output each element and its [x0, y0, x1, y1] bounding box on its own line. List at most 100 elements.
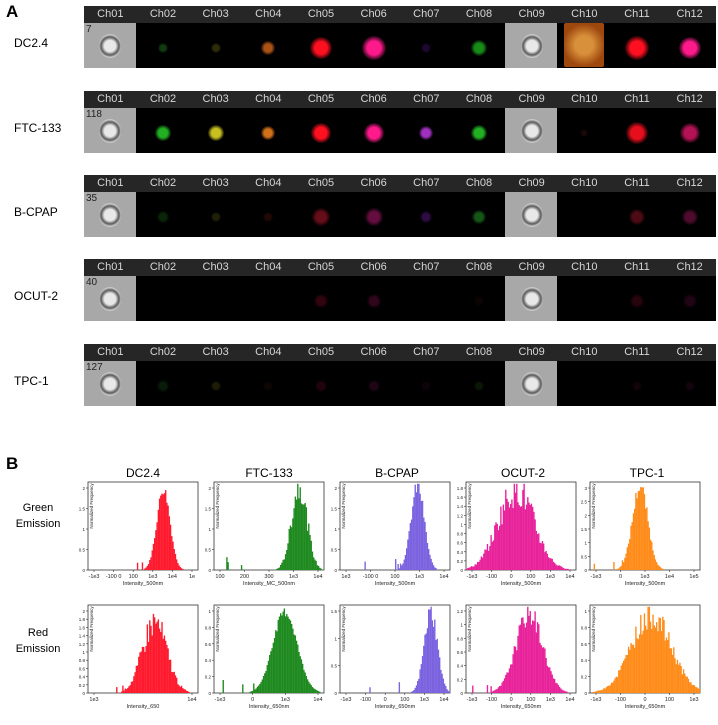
histogram-bar	[127, 688, 129, 693]
y-tick-label: 1.6	[79, 625, 86, 630]
x-tick-label: 100	[526, 574, 535, 580]
histogram-bar	[163, 635, 166, 693]
histogram-bar	[555, 564, 557, 570]
cell-line-label: OCUT-2	[14, 289, 59, 303]
x-tick-label: 1e4	[168, 574, 177, 580]
histogram-bar	[614, 678, 616, 693]
channel-image	[452, 276, 505, 321]
fluorescence-signal	[207, 125, 224, 141]
y-tick-label: 0	[82, 691, 85, 696]
brightfield-cell	[520, 372, 543, 396]
histogram-bar	[278, 567, 281, 570]
histogram-bar	[557, 565, 560, 570]
fluorescence-signal	[367, 380, 380, 392]
histogram-bar	[551, 674, 553, 693]
histogram-bar	[637, 491, 640, 570]
histogram-bar	[260, 681, 262, 693]
histogram-bar	[282, 559, 284, 570]
histogram-bar	[317, 691, 320, 693]
y-tick-label: 0.2	[457, 677, 464, 682]
histogram-bar	[158, 498, 161, 570]
channel-header: Ch11	[610, 175, 664, 192]
histogram-bar	[293, 634, 295, 693]
histogram-bar	[631, 644, 633, 693]
histogram-bar	[698, 688, 701, 693]
histogram-bar	[560, 566, 562, 570]
histogram-bar	[420, 664, 423, 693]
histogram-bar	[169, 524, 172, 570]
x-tick-label: 0	[619, 574, 622, 580]
histogram-bar	[262, 675, 265, 693]
channel-image	[505, 108, 558, 153]
histogram-bar	[620, 665, 622, 693]
channel-header: Ch08	[452, 91, 506, 108]
fluorescence-signal	[420, 211, 433, 223]
histogram-bar	[179, 686, 182, 693]
y-axis-label: Normalized Frequency	[89, 483, 94, 529]
histogram-bar	[156, 522, 158, 570]
histogram-bar	[518, 625, 520, 693]
emission-label-red: Red Emission	[6, 625, 70, 657]
histogram-bar	[495, 689, 497, 693]
histogram-plot: 00.511.522.53-1e3 0 1e3 1e4 1e5Intensity_500…	[581, 481, 701, 587]
x-tick-label: 1e4	[439, 697, 448, 703]
channel-header: Ch10	[558, 6, 611, 23]
x-tick-label: 1e3	[281, 697, 290, 703]
y-tick-label: 2	[82, 486, 85, 491]
histogram-bar	[472, 566, 474, 570]
channel-header: Ch11	[610, 344, 664, 361]
cell-line-label: DC2.4	[14, 36, 49, 50]
histogram-bar	[443, 683, 446, 693]
histogram-bar	[557, 684, 560, 693]
fluorescence-signal	[263, 381, 274, 391]
histogram-bar	[141, 562, 144, 570]
channel-header: Ch03	[189, 6, 242, 23]
y-tick-label: 1	[460, 522, 463, 527]
cell-line-label: B-CPAP	[14, 205, 58, 219]
histogram-bar	[647, 521, 649, 570]
x-tick-label: 100	[526, 697, 535, 703]
histogram-bar	[495, 522, 497, 570]
histogram-bar	[430, 606, 432, 693]
x-tick-label: 1e3	[546, 574, 555, 580]
histogram-bar	[523, 623, 525, 693]
histogram-bar	[489, 546, 491, 570]
y-tick-label: 0.5	[331, 664, 338, 669]
y-axis-label: Normalized Frequency	[215, 483, 220, 529]
histogram-bar	[503, 678, 506, 693]
imaging-row: OCUT-2 Ch01 40 Ch02 Ch03 Ch04 Ch05 Ch06 Ch07 Ch08…	[0, 259, 718, 321]
fluorescence-signal	[361, 36, 386, 60]
histogram-bar	[484, 549, 486, 570]
y-tick-label: 1.5	[79, 507, 86, 512]
histogram-bar	[130, 681, 133, 693]
histogram-bar	[276, 568, 278, 570]
channel-image	[189, 192, 242, 237]
histogram-bar	[510, 504, 512, 570]
histogram-bar	[291, 527, 293, 570]
histogram-bar	[649, 621, 652, 693]
histogram-bar	[514, 646, 517, 693]
y-tick-label: 1	[208, 527, 211, 532]
histogram-bar	[288, 529, 290, 570]
x-tick-label: 1e3	[415, 574, 424, 580]
histogram-bar	[643, 613, 646, 693]
histogram-bar	[292, 518, 294, 570]
channel-image	[505, 361, 558, 406]
histogram-bar	[623, 660, 625, 693]
histogram-bar	[545, 658, 547, 693]
channel-header: Ch06	[347, 91, 400, 108]
x-axis-label: Intensity_650nm	[249, 704, 290, 710]
histogram-bar	[560, 688, 562, 693]
histogram-bar	[673, 647, 675, 693]
histogram-bar	[432, 565, 435, 570]
histogram-bar	[275, 630, 277, 693]
y-tick-label: 1	[82, 527, 85, 532]
histogram-bar	[418, 678, 420, 693]
y-tick-label: 2.5	[581, 500, 588, 505]
histogram-bar	[283, 608, 286, 693]
histogram-bar	[428, 609, 430, 693]
channel-header: Ch09	[505, 344, 558, 361]
y-tick-label: 0	[460, 568, 463, 573]
histogram-bar	[605, 686, 608, 693]
channel-header: Ch03	[189, 344, 242, 361]
